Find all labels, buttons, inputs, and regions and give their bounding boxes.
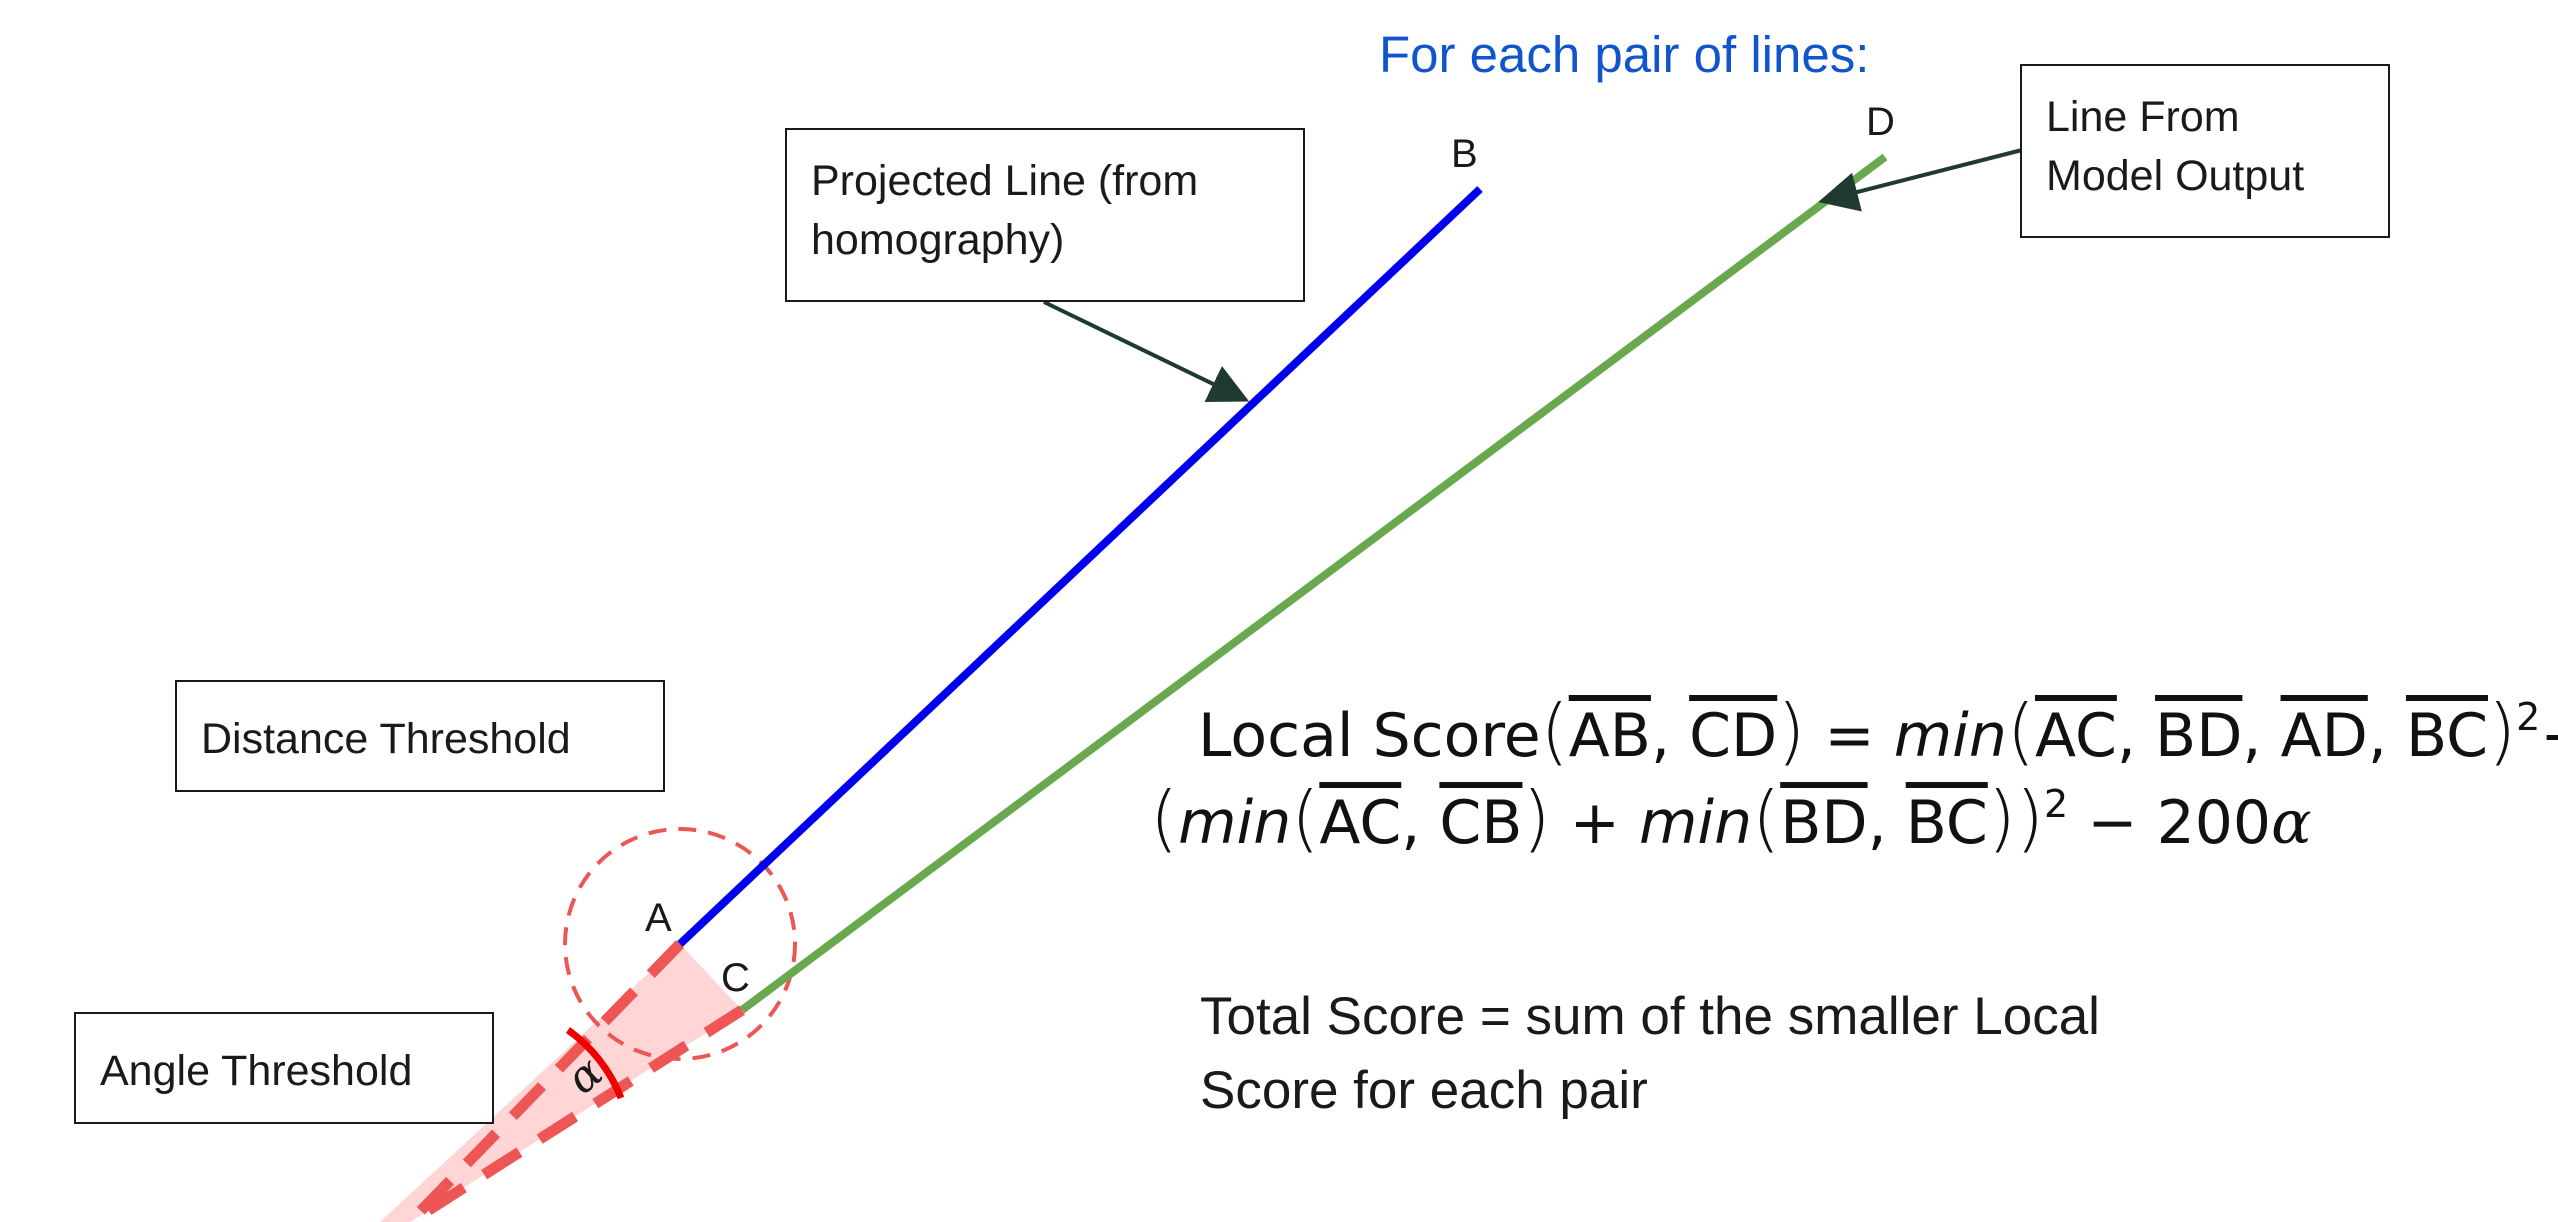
formula-seg-bd-2: BD <box>1780 788 1868 858</box>
formula-local-score-label: Local Score <box>1198 701 1541 771</box>
formula-exponent-2: 2 <box>2043 782 2069 826</box>
formula-line-2: (min(AC, CB) + min(BD, BC))2 − 200α <box>1150 776 2312 860</box>
point-label-a: A <box>645 896 672 940</box>
model-line-arrow <box>1818 148 2023 212</box>
formula-seg-ac-2: AC <box>1319 788 1402 858</box>
total-score-text: Total Score = sum of the smaller Local S… <box>1200 987 2100 1121</box>
projected-line-callout: Projected Line (from homography) <box>785 128 1305 302</box>
formula-seg-ad: AD <box>2280 701 2368 771</box>
model-line-callout-text: Line From Model Output <box>2046 93 2305 201</box>
formula-min-3: min <box>1638 788 1753 858</box>
formula-constant: 200 <box>2156 788 2272 858</box>
point-label-b: B <box>1451 132 1478 176</box>
angle-threshold-callout: Angle Threshold <box>74 1012 494 1124</box>
angle-alpha-arc <box>565 1027 625 1100</box>
projected-line-callout-text: Projected Line (from homography) <box>811 157 1199 265</box>
formula-seg-ab: AB <box>1568 701 1651 771</box>
projected-line-arrow <box>1043 300 1250 403</box>
formula-line-1: Local Score(AB, CD) = min(AC, BD, AD, BC… <box>1198 689 2558 773</box>
angle-threshold-callout-text: Angle Threshold <box>100 1047 413 1095</box>
distance-threshold-circle <box>563 827 797 1061</box>
formula-seg-bc-1: BC <box>2405 701 2488 771</box>
model-line-callout: Line From Model Output <box>2020 64 2390 238</box>
projected-line <box>677 186 1483 947</box>
formula-seg-bc-2: BC <box>1905 788 1988 858</box>
point-label-c: C <box>721 956 750 1000</box>
model-output-line <box>739 153 1888 1014</box>
formula-seg-ac-1: AC <box>2034 701 2117 771</box>
formula-min-2: min <box>1178 788 1292 858</box>
header-note: For each pair of lines: <box>1379 26 1870 83</box>
distance-threshold-callout: Distance Threshold <box>175 680 665 792</box>
formula-seg-cd: CD <box>1689 701 1778 771</box>
formula-exponent-1: 2 <box>2516 695 2541 739</box>
formula-seg-cb: CB <box>1439 788 1523 858</box>
distance-threshold-callout-text: Distance Threshold <box>201 715 571 763</box>
point-label-d: D <box>1866 100 1895 144</box>
formula-min-1: min <box>1893 701 2007 771</box>
formula-seg-bd-1: BD <box>2155 701 2243 771</box>
formula-alpha: α <box>2271 788 2312 858</box>
